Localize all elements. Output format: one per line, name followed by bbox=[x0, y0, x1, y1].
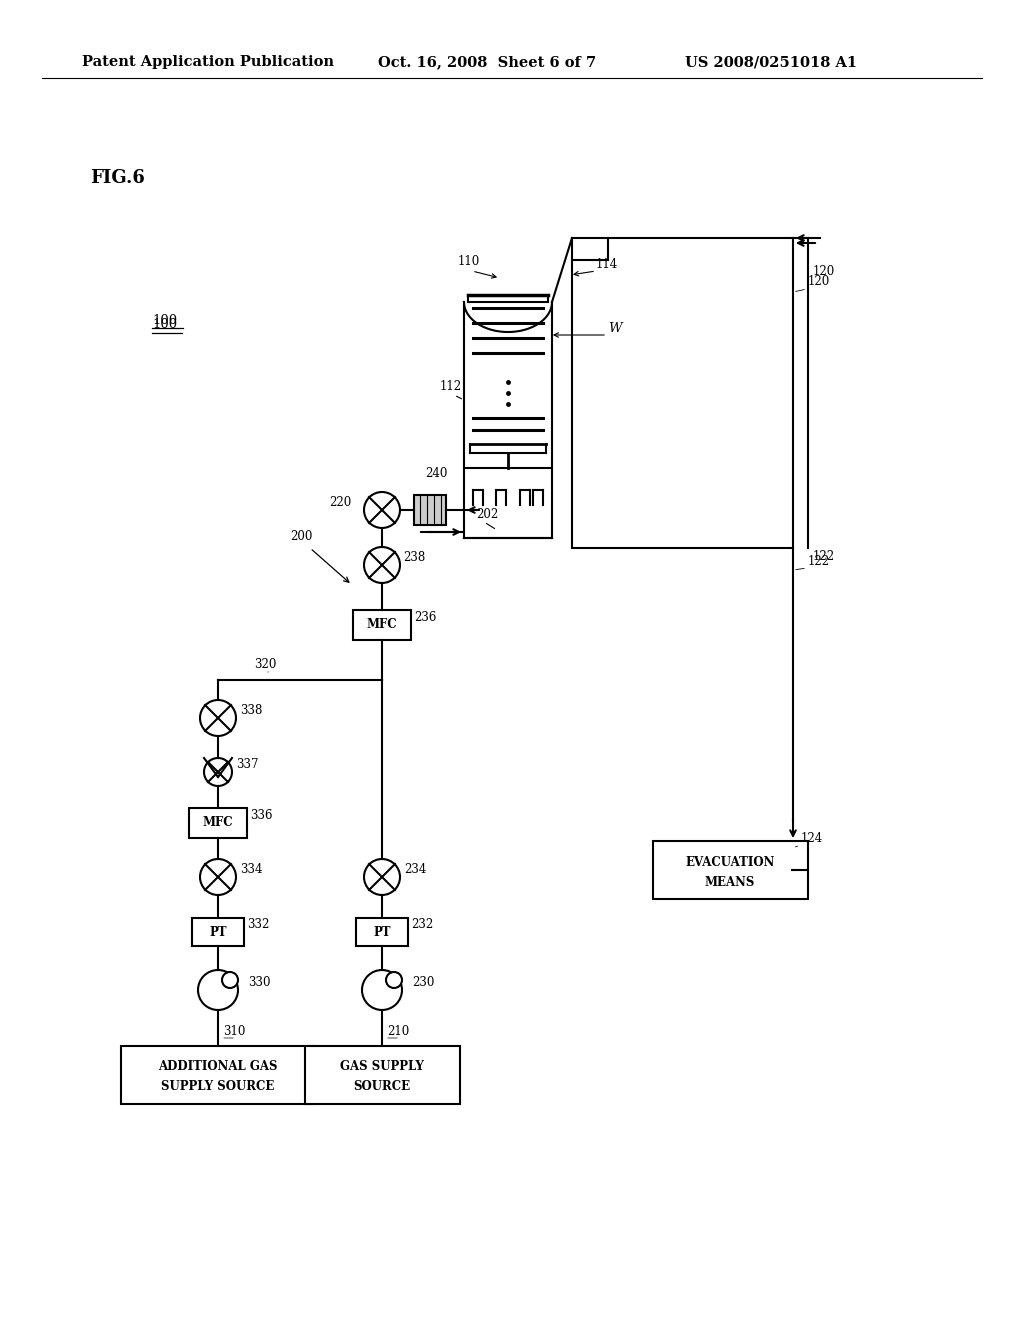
Circle shape bbox=[198, 970, 238, 1010]
Text: 114: 114 bbox=[596, 257, 618, 271]
Circle shape bbox=[364, 492, 400, 528]
Text: 230: 230 bbox=[412, 975, 434, 989]
Text: ADDITIONAL GAS: ADDITIONAL GAS bbox=[159, 1060, 278, 1073]
Text: 232: 232 bbox=[411, 917, 433, 931]
Text: 200: 200 bbox=[290, 531, 312, 543]
Text: FIG.6: FIG.6 bbox=[90, 169, 144, 187]
Text: 310: 310 bbox=[223, 1026, 246, 1038]
Text: 100: 100 bbox=[152, 318, 177, 331]
Bar bbox=[121, 1045, 316, 1104]
Circle shape bbox=[364, 859, 400, 895]
Text: 238: 238 bbox=[403, 550, 425, 564]
Circle shape bbox=[362, 970, 402, 1010]
Text: GAS SUPPLY: GAS SUPPLY bbox=[340, 1060, 424, 1073]
Text: SOURCE: SOURCE bbox=[353, 1081, 411, 1093]
Circle shape bbox=[386, 972, 402, 987]
Circle shape bbox=[364, 546, 400, 583]
Text: 124: 124 bbox=[801, 832, 823, 845]
Text: 122: 122 bbox=[808, 554, 830, 568]
Circle shape bbox=[204, 758, 232, 785]
Text: 337: 337 bbox=[236, 758, 258, 771]
Text: 334: 334 bbox=[240, 863, 262, 876]
Text: Oct. 16, 2008  Sheet 6 of 7: Oct. 16, 2008 Sheet 6 of 7 bbox=[378, 55, 596, 69]
Bar bbox=[653, 841, 808, 899]
Bar bbox=[414, 495, 446, 525]
Text: 210: 210 bbox=[387, 1026, 410, 1038]
Text: EVACUATION: EVACUATION bbox=[685, 855, 775, 869]
Text: 120: 120 bbox=[813, 265, 836, 279]
Text: 338: 338 bbox=[240, 704, 262, 717]
Text: 336: 336 bbox=[250, 809, 272, 822]
Text: 332: 332 bbox=[247, 917, 269, 931]
Bar bbox=[193, 917, 244, 946]
Bar bbox=[305, 1045, 460, 1104]
Bar bbox=[356, 917, 408, 946]
Text: MEANS: MEANS bbox=[705, 875, 755, 888]
Circle shape bbox=[222, 972, 238, 987]
Text: MFC: MFC bbox=[203, 817, 233, 829]
Text: 120: 120 bbox=[808, 275, 830, 288]
Text: 234: 234 bbox=[404, 863, 426, 876]
Circle shape bbox=[200, 700, 236, 737]
Circle shape bbox=[200, 859, 236, 895]
Text: 110: 110 bbox=[458, 255, 480, 268]
Bar bbox=[189, 808, 247, 838]
Text: 236: 236 bbox=[414, 611, 436, 624]
Text: 240: 240 bbox=[425, 467, 447, 480]
Text: 320: 320 bbox=[254, 657, 276, 671]
Text: W: W bbox=[608, 322, 622, 335]
Text: SUPPLY SOURCE: SUPPLY SOURCE bbox=[162, 1081, 274, 1093]
Bar bbox=[353, 610, 411, 640]
Text: PT: PT bbox=[374, 925, 391, 939]
Text: 112: 112 bbox=[440, 380, 462, 393]
Text: Patent Application Publication: Patent Application Publication bbox=[82, 55, 334, 69]
Text: 220: 220 bbox=[329, 496, 351, 510]
Text: 122: 122 bbox=[813, 550, 836, 564]
Text: 202: 202 bbox=[476, 508, 499, 521]
Text: MFC: MFC bbox=[367, 619, 397, 631]
Text: US 2008/0251018 A1: US 2008/0251018 A1 bbox=[685, 55, 857, 69]
Text: PT: PT bbox=[209, 925, 226, 939]
Text: 330: 330 bbox=[248, 975, 270, 989]
Text: 100: 100 bbox=[152, 314, 177, 326]
